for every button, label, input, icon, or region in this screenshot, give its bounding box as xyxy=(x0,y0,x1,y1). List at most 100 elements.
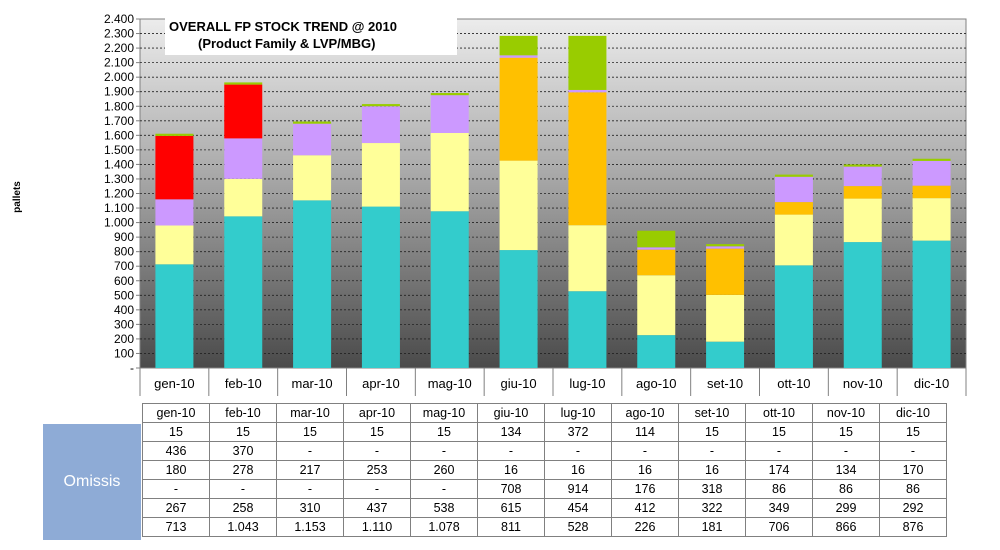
bar-segment xyxy=(912,158,951,161)
x-tick-label: nov-10 xyxy=(843,376,883,391)
y-tick-label: 800 xyxy=(114,245,134,259)
bar-segment xyxy=(293,200,332,368)
table-cell: 292 xyxy=(879,498,947,518)
table-cell: 322 xyxy=(678,498,746,518)
table-cell: 180 xyxy=(142,460,210,480)
table-cell: 253 xyxy=(343,460,411,480)
stacked-bar-chart: -1002003004005006007008009001.0001.1001.… xyxy=(12,12,967,396)
bar-segment xyxy=(774,174,813,177)
table-cell: 1.110 xyxy=(343,517,411,537)
x-tick-label: lug-10 xyxy=(569,376,605,391)
bar-segment xyxy=(293,155,332,201)
table-cell: - xyxy=(343,479,411,499)
table-cell: 370 xyxy=(209,441,277,461)
table-header-cell: nov-10 xyxy=(812,403,880,423)
y-axis-label: pallets xyxy=(12,181,23,213)
chart-subtitle: (Product Family & LVP/MBG) xyxy=(198,36,376,51)
bar-segment xyxy=(912,160,951,186)
y-tick-label: 1.400 xyxy=(104,157,134,171)
table-cell: 260 xyxy=(410,460,478,480)
x-tick-label: apr-10 xyxy=(362,376,400,391)
x-tick-label: set-10 xyxy=(707,376,743,391)
table-cell: 876 xyxy=(879,517,947,537)
x-tick-label: mar-10 xyxy=(291,376,332,391)
table-cell: 217 xyxy=(276,460,344,480)
y-tick-label: 1.700 xyxy=(104,114,134,128)
table-cell: 1.153 xyxy=(276,517,344,537)
table-cell: 170 xyxy=(879,460,947,480)
table-header-cell: giu-10 xyxy=(477,403,545,423)
table-cell: 454 xyxy=(544,498,612,518)
table-header-row: gen-10 feb-10 mar-10 apr-10 mag-10 giu-10 lug-… xyxy=(142,403,947,423)
bar-segment xyxy=(224,84,263,139)
bar-segment xyxy=(499,57,538,161)
table-cell: 267 xyxy=(142,498,210,518)
bar-segment xyxy=(568,89,607,93)
table-header-cell: ago-10 xyxy=(611,403,679,423)
bar-segment xyxy=(637,230,676,248)
table-cell: 86 xyxy=(745,479,813,499)
bar-segment xyxy=(774,214,813,266)
y-tick-label: 1.600 xyxy=(104,128,134,142)
bar-segment xyxy=(774,265,813,368)
data-table: gen-10 feb-10 mar-10 apr-10 mag-10 giu-10 lug-… xyxy=(142,403,947,537)
table-cell: 1.078 xyxy=(410,517,478,537)
y-tick-label: 2.200 xyxy=(104,41,134,55)
bar-segment xyxy=(224,82,263,85)
bar-segment xyxy=(568,35,607,90)
bar-segment xyxy=(155,135,194,200)
bar-segment xyxy=(912,240,951,368)
bar-segment xyxy=(637,275,676,336)
table-cell: 349 xyxy=(745,498,813,518)
table-cell: - xyxy=(812,441,880,461)
bar-segment xyxy=(706,244,745,247)
x-tick-label: giu-10 xyxy=(501,376,537,391)
table-cell: - xyxy=(142,479,210,499)
table-cell: 86 xyxy=(879,479,947,499)
table-cell: 16 xyxy=(477,460,545,480)
table-cell: 811 xyxy=(477,517,545,537)
bar-segment xyxy=(499,55,538,58)
bar-segment xyxy=(706,294,745,342)
bar-segment xyxy=(912,185,951,199)
bar-segment xyxy=(637,249,676,276)
x-tick-label: dic-10 xyxy=(914,376,949,391)
table-cell: 706 xyxy=(745,517,813,537)
y-tick-label: 1.500 xyxy=(104,143,134,157)
table-cell: 310 xyxy=(276,498,344,518)
y-tick-label: - xyxy=(130,361,134,375)
table-cell: 412 xyxy=(611,498,679,518)
bar-segment xyxy=(361,206,400,368)
bar-segment xyxy=(774,176,813,203)
table-row: 436 370- - - - - - - - - - xyxy=(142,441,947,461)
table-cell: 914 xyxy=(544,479,612,499)
chart-title-box: OVERALL FP STOCK TREND @ 2010 (Product F… xyxy=(165,15,457,55)
table-cell: 16 xyxy=(611,460,679,480)
table-cell: 15 xyxy=(410,422,478,442)
table-cell: 615 xyxy=(477,498,545,518)
y-tick-label: 2.400 xyxy=(104,12,134,26)
bar-segment xyxy=(155,199,194,226)
table-cell: 15 xyxy=(209,422,277,442)
table-cell: 713 xyxy=(142,517,210,537)
bar-segment xyxy=(706,341,745,368)
table-cell: 258 xyxy=(209,498,277,518)
bar-segment xyxy=(568,225,607,292)
y-tick-label: 900 xyxy=(114,230,134,244)
y-tick-label: 600 xyxy=(114,274,134,288)
bar-segment xyxy=(706,248,745,295)
bar-segment xyxy=(774,202,813,215)
table-cell: - xyxy=(343,441,411,461)
table-cell: 15 xyxy=(142,422,210,442)
y-tick-label: 1.200 xyxy=(104,187,134,201)
table-cell: 181 xyxy=(678,517,746,537)
table-row: 713 1.043 1.153 1.110 1.078 811 528 226 181 706 86… xyxy=(142,517,947,537)
x-tick-label: mag-10 xyxy=(428,376,472,391)
table-cell: 176 xyxy=(611,479,679,499)
table-cell: - xyxy=(544,441,612,461)
y-tick-label: 300 xyxy=(114,317,134,331)
table-cell: 174 xyxy=(745,460,813,480)
table-cell: - xyxy=(276,441,344,461)
table-cell: 15 xyxy=(678,422,746,442)
table-cell: - xyxy=(879,441,947,461)
